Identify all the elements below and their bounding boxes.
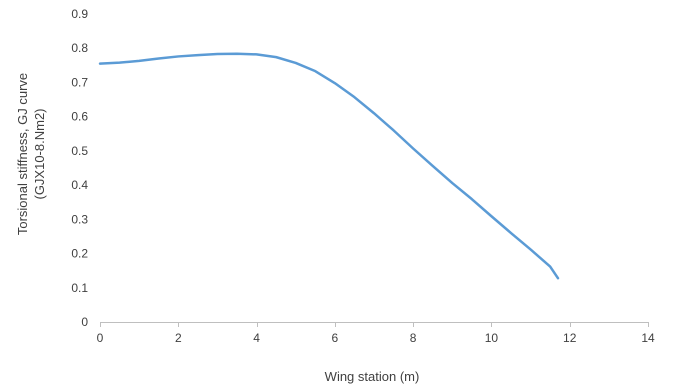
y-tick-label: 0 (81, 315, 88, 329)
x-tick-label: 10 (485, 331, 499, 345)
y-tick-label: 0.4 (71, 178, 88, 192)
x-tick-label: 2 (175, 331, 182, 345)
x-tick-label: 0 (97, 331, 104, 345)
y-tick-label: 0.9 (71, 7, 88, 21)
y-axis-title-line-2: (GJX10-8.Nm2) (32, 108, 47, 199)
y-tick-label: 0.2 (71, 247, 88, 261)
y-tick-label: 0.8 (71, 41, 88, 55)
x-tick-label: 6 (332, 331, 339, 345)
x-tick-label: 12 (563, 331, 577, 345)
y-tick-labels: 0 0.1 0.2 0.3 0.4 0.5 0.6 0.7 0.8 0.9 (71, 7, 88, 329)
x-axis-title: Wing station (m) (325, 369, 420, 384)
y-tick-label: 0.3 (71, 212, 88, 226)
series-layer (98, 52, 560, 280)
y-axis-title-line-1: Torsional stiffness, GJ curve (15, 73, 30, 235)
axes (100, 322, 649, 327)
y-tick-label: 0.7 (71, 75, 88, 89)
x-tick-label: 4 (253, 331, 260, 345)
series-line (98, 52, 560, 280)
x-tick-label: 8 (410, 331, 417, 345)
y-tick-label: 0.6 (71, 110, 88, 124)
x-tick-label: 14 (641, 331, 655, 345)
x-tick-labels: 0 2 4 6 8 10 12 14 (97, 331, 655, 345)
y-tick-label: 0.5 (71, 144, 88, 158)
y-tick-label: 0.1 (71, 281, 88, 295)
